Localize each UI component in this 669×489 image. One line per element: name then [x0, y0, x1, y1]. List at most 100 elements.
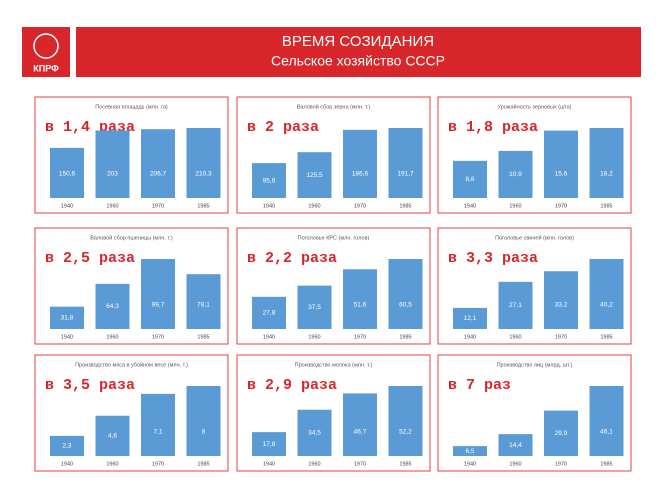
annotation: в 2 раза	[247, 119, 319, 136]
x-tick-label: 1970	[152, 203, 164, 209]
bar	[50, 435, 84, 456]
x-tick-label: 1960	[509, 461, 521, 467]
value-label: 10,9	[509, 171, 522, 178]
value-label: 27,1	[509, 302, 522, 309]
x-tick-label: 1985	[197, 203, 209, 209]
value-label: 37,5	[308, 304, 321, 311]
chart-title: Производство мяса в убойном весе (млн. т…	[75, 361, 188, 368]
value-label: 78,1	[197, 302, 210, 309]
x-tick-label: 1985	[399, 334, 411, 340]
banner	[76, 27, 641, 77]
chart-title: Валовой сбор зерна (млн. т.)	[297, 103, 371, 110]
value-label: 150,6	[59, 171, 76, 178]
value-label: 64,3	[106, 303, 119, 310]
bar	[589, 386, 624, 456]
annotation: в 3,5 раза	[45, 377, 135, 394]
bar	[343, 393, 377, 456]
chart-title: Поголовье КРС (млн. голов)	[298, 235, 370, 241]
bar	[186, 386, 221, 456]
annotation: в 2,2 раза	[247, 250, 337, 267]
bar	[297, 285, 332, 329]
value-label: 12,1	[464, 315, 477, 322]
bar	[95, 415, 130, 456]
value-label: 203	[107, 171, 118, 178]
bar	[453, 446, 487, 456]
x-tick-label: 1940	[263, 461, 275, 467]
x-tick-label: 1985	[399, 461, 411, 467]
value-label: 34,5	[308, 430, 321, 437]
value-label: 17,8	[263, 441, 276, 448]
bar	[544, 130, 578, 198]
chart-title: Валовой сбор пшеницы (млн. т.)	[90, 234, 173, 241]
x-tick-label: 1985	[600, 334, 612, 340]
value-label: 46,1	[600, 429, 613, 436]
chart-title: Урожайность зерновых (ц/га)	[498, 103, 572, 110]
value-label: 8	[202, 429, 206, 436]
bar	[453, 307, 487, 329]
value-label: 191,7	[397, 171, 414, 178]
x-tick-label: 1970	[152, 461, 164, 467]
annotation: в 7 раз	[448, 377, 511, 394]
bar	[343, 269, 377, 329]
bar	[388, 259, 423, 329]
value-label: 210,3	[195, 171, 212, 178]
x-tick-label: 1960	[509, 203, 521, 209]
value-label: 7,1	[153, 429, 162, 436]
bar	[95, 283, 130, 329]
value-label: 60,5	[399, 302, 412, 309]
x-tick-label: 1970	[354, 334, 366, 340]
value-label: 99,7	[152, 302, 165, 309]
bar	[388, 128, 423, 198]
value-label: 2,3	[62, 443, 71, 450]
value-label: 40,2	[600, 302, 613, 309]
value-label: 186,6	[352, 171, 369, 178]
value-label: 46,7	[354, 429, 367, 436]
x-tick-label: 1985	[197, 334, 209, 340]
bar	[252, 296, 286, 329]
bar	[498, 281, 533, 329]
bar	[544, 410, 578, 456]
x-tick-label: 1985	[600, 461, 612, 467]
value-label: 27,8	[263, 310, 276, 317]
value-label: 33,2	[555, 302, 568, 309]
chart-title: Производство молока (млн. т.)	[295, 362, 373, 368]
x-tick-label: 1985	[197, 461, 209, 467]
bar	[589, 259, 624, 329]
x-tick-label: 1940	[263, 334, 275, 340]
bar	[186, 128, 221, 198]
x-tick-label: 1985	[600, 203, 612, 209]
value-label: 15,6	[555, 171, 568, 178]
bar	[453, 160, 487, 198]
bar	[297, 409, 332, 456]
annotation: в 3,3 раза	[448, 250, 538, 267]
bar	[498, 434, 533, 456]
value-label: 6,5	[465, 448, 474, 455]
x-tick-label: 1970	[354, 203, 366, 209]
value-label: 52,2	[399, 429, 412, 436]
x-tick-label: 1940	[464, 334, 476, 340]
x-tick-label: 1940	[263, 203, 275, 209]
subtitle: Сельское хозяйство СССР	[271, 53, 445, 69]
x-tick-label: 1960	[106, 461, 118, 467]
value-label: 14,4	[509, 442, 522, 449]
value-label: 125,5	[306, 172, 323, 179]
title: ВРЕМЯ СОЗИДАНИЯ	[282, 33, 434, 50]
chart-title: Посевная площадь (млн. га)	[95, 104, 168, 110]
bar	[50, 306, 84, 329]
value-label: 31,8	[61, 315, 74, 322]
value-label: 95,6	[263, 177, 276, 184]
bar	[50, 147, 84, 198]
bar	[388, 386, 423, 456]
x-tick-label: 1960	[509, 334, 521, 340]
bar	[252, 163, 286, 198]
value-label: 206,7	[150, 171, 167, 178]
annotation: в 2,9 раза	[247, 377, 337, 394]
value-label: 4,6	[108, 433, 117, 440]
x-tick-label: 1940	[464, 203, 476, 209]
x-tick-label: 1960	[106, 203, 118, 209]
bar	[141, 259, 175, 329]
x-tick-label: 1940	[61, 461, 73, 467]
x-tick-label: 1960	[308, 334, 320, 340]
